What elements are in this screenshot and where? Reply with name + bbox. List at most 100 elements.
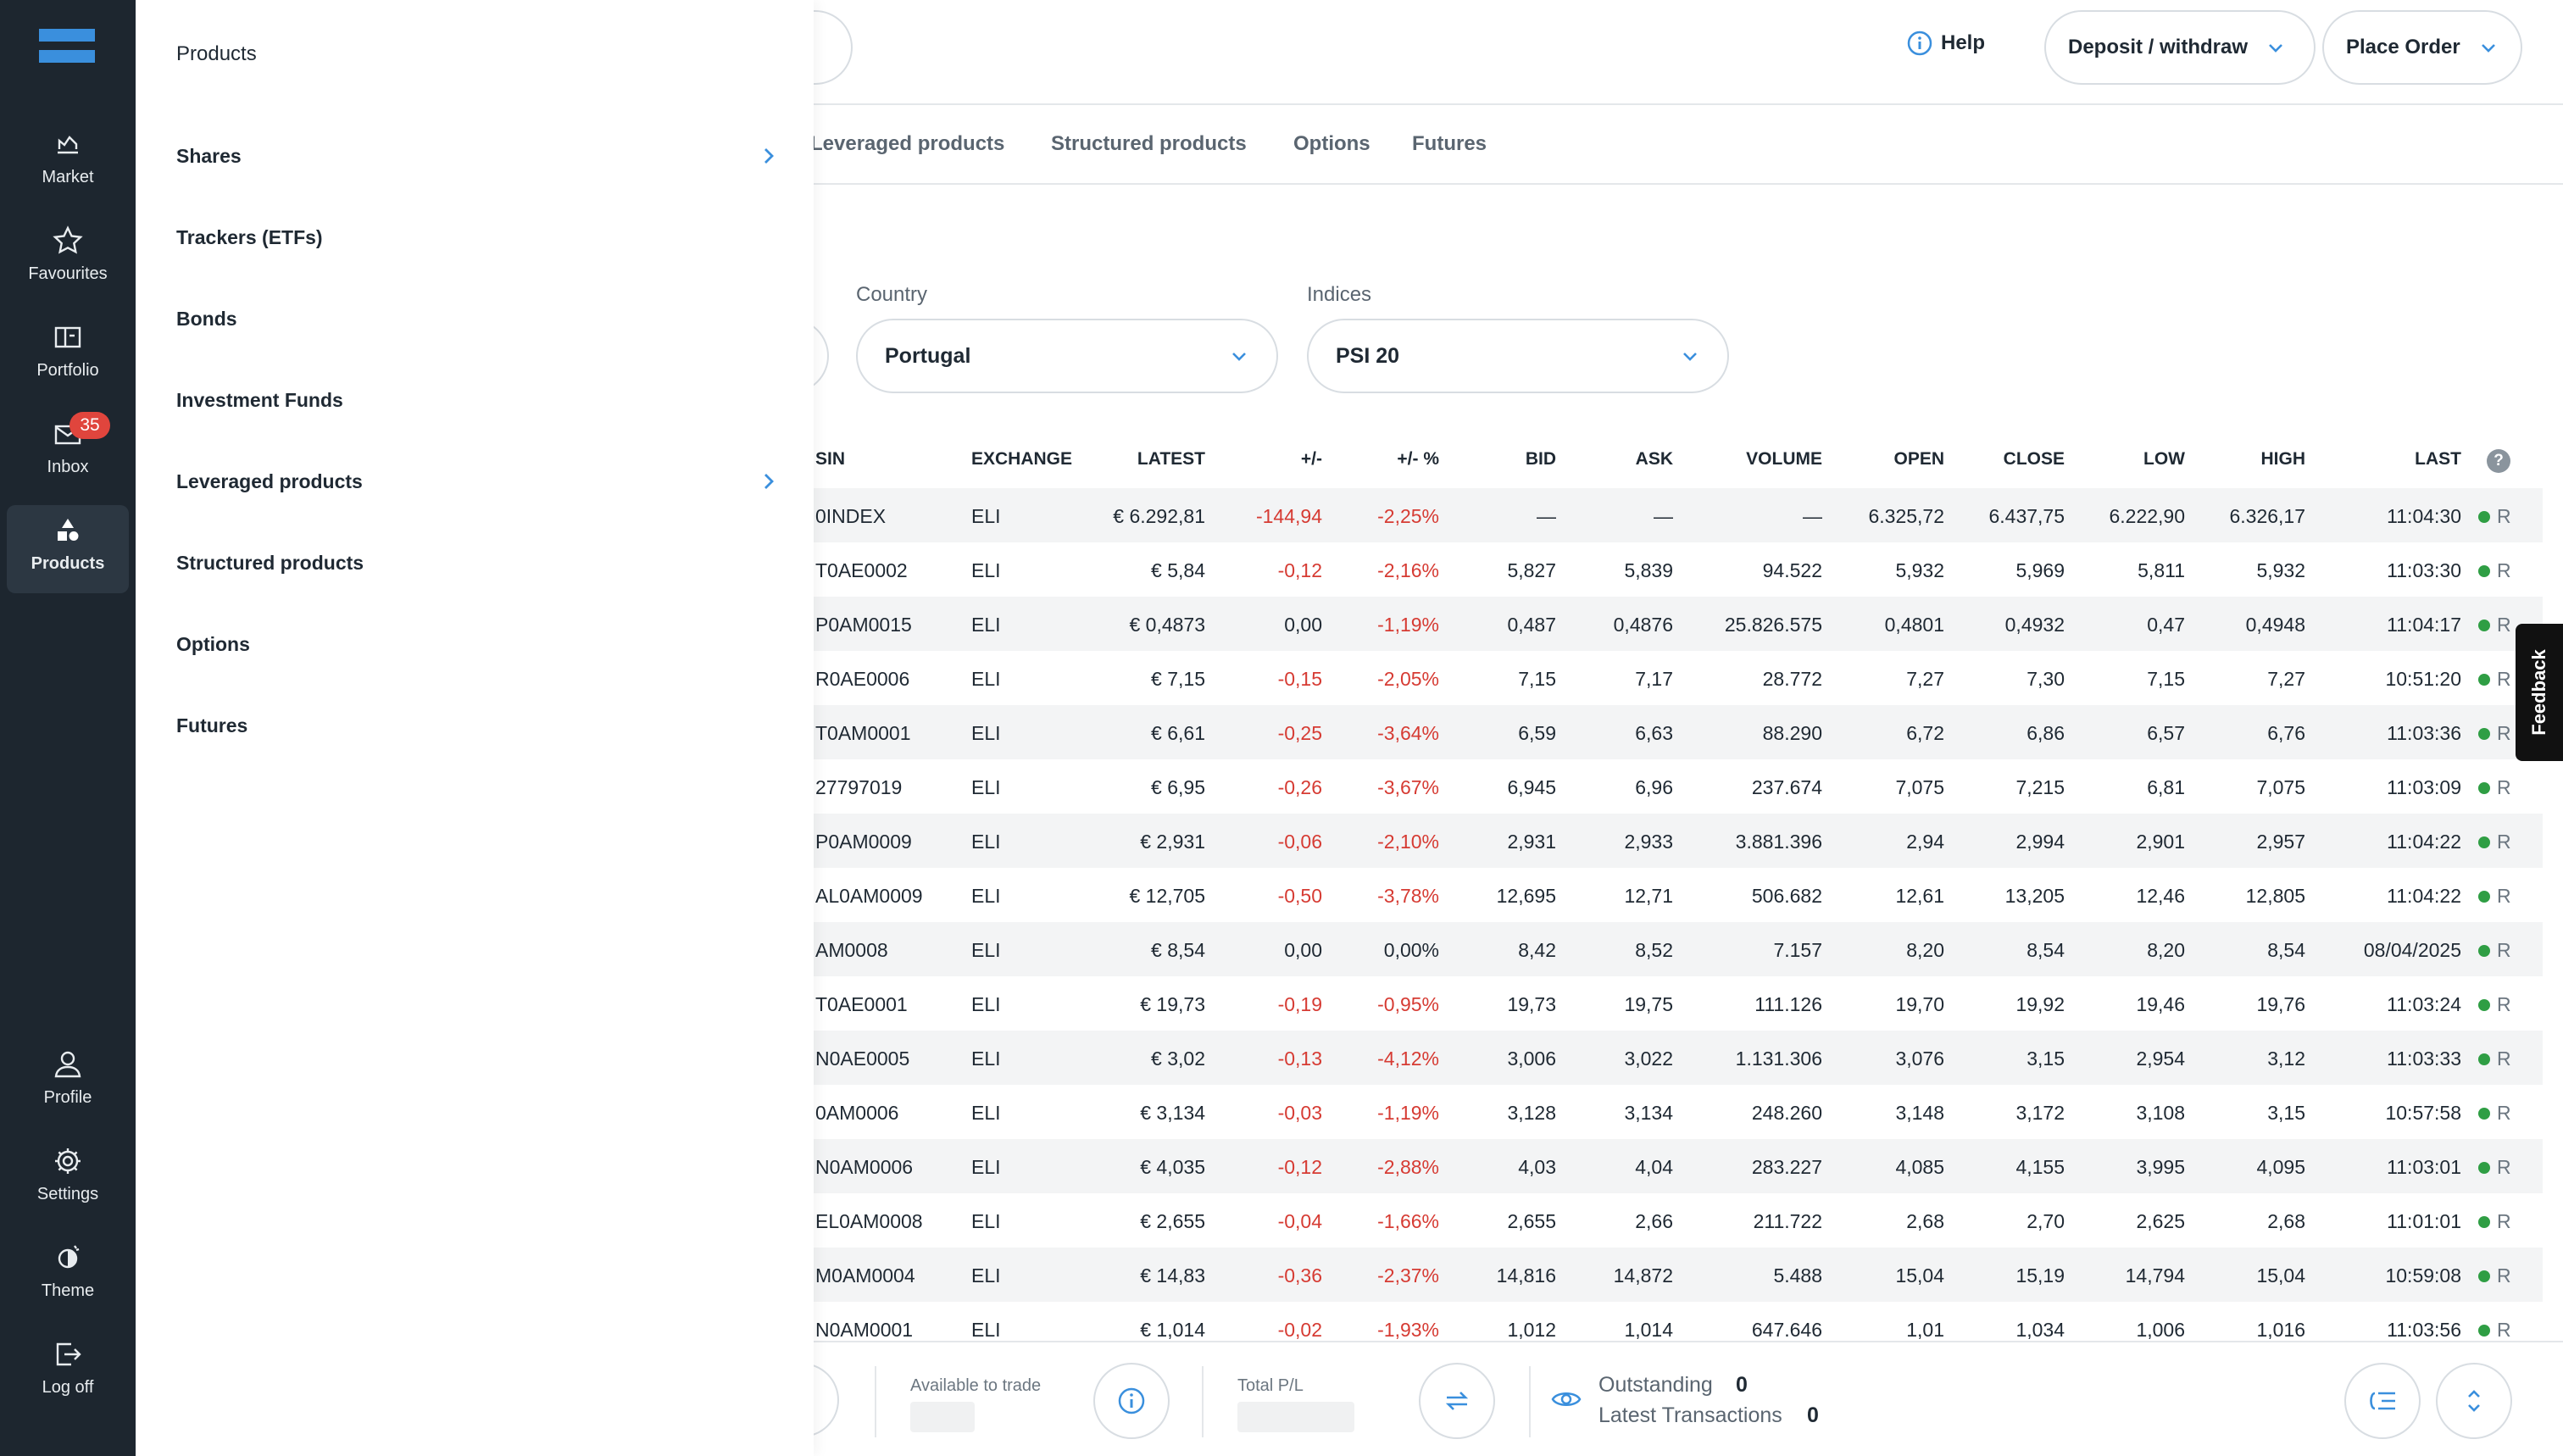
products-menu-item-leveraged-products[interactable]: Leveraged products [176, 456, 780, 507]
available-info-button[interactable] [1093, 1363, 1170, 1439]
table-cell-exchange: ELI [971, 993, 1001, 1015]
table-cell-sin: N0AE0005 [815, 1048, 910, 1070]
table-cell-close: 4,155 [2015, 1156, 2065, 1178]
tab-futures[interactable]: Futures [1412, 132, 1487, 155]
table-cell-: -0,13 [1277, 1048, 1322, 1070]
table-row[interactable]: T0AE0002 ELI € 5,84 -0,12 -2,16% 5,827 5,839 94… [0, 542, 2543, 597]
realtime-label: R [2497, 614, 2511, 636]
rail-item-products[interactable]: Products [7, 505, 129, 593]
table-cell-: -0,50 [1277, 885, 1322, 907]
table-row[interactable]: N0AM0001 ELI € 1,014 -0,02 -1,93% 1,012 1,014 6… [0, 1302, 2543, 1356]
question-icon[interactable]: ? [2487, 449, 2510, 473]
live-dot-icon [2478, 619, 2490, 631]
table-cell-sin: AL0AM0009 [815, 885, 923, 907]
table-cell-last: 11:04:22 [2387, 831, 2461, 853]
star-icon [53, 225, 83, 254]
table-row[interactable]: AL0AM0009 ELI € 12,705 -0,50 -3,78% 12,695 12,… [0, 868, 2543, 922]
table-cell-ask: 5,839 [1624, 559, 1673, 581]
column-header[interactable]: SIN [815, 449, 846, 469]
column-header[interactable]: OPEN [1893, 449, 1944, 469]
rail-item-settings[interactable]: Settings [7, 1141, 129, 1229]
table-cell-last: 11:03:09 [2387, 776, 2461, 798]
tab-leveraged-products[interactable]: Leveraged products [810, 132, 1005, 155]
products-menu-item-shares[interactable]: Shares [176, 131, 780, 181]
table-cell-volume: 248.260 [1751, 1102, 1822, 1124]
column-header[interactable]: +/- % [1397, 449, 1439, 469]
deposit-withdraw-button[interactable]: Deposit / withdraw [2044, 10, 2316, 85]
column-header[interactable]: +/- [1300, 449, 1322, 469]
expand-button[interactable] [2436, 1363, 2512, 1439]
realtime-indicator: R [2478, 1264, 2511, 1287]
table-cell-low: 8,20 [2147, 939, 2185, 961]
latest-transactions-value: 0 [1807, 1403, 1819, 1427]
rail-item-log-off[interactable]: Log off [7, 1334, 129, 1422]
order-list-button[interactable] [2344, 1363, 2421, 1439]
tab-structured-products[interactable]: Structured products [1051, 132, 1247, 155]
table-cell-high: 1,016 [2256, 1319, 2305, 1341]
table-row[interactable]: R0AE0006 ELI € 7,15 -0,15 -2,05% 7,15 7,17 28.7… [0, 651, 2543, 705]
column-header[interactable]: VOLUME [1746, 449, 1822, 469]
indices-select[interactable]: PSI 20 [1307, 319, 1729, 393]
rail-item-theme[interactable]: Theme [7, 1237, 129, 1325]
table-cell-sin: 0INDEX [815, 505, 887, 527]
column-header[interactable]: EXCHANGE [971, 449, 1073, 469]
menu-logo-icon[interactable] [39, 29, 95, 64]
help-link[interactable]: Help [1907, 31, 1985, 56]
products-menu-item-bonds[interactable]: Bonds [176, 293, 780, 344]
table-cell-bid: 8,42 [1518, 939, 1556, 961]
left-rail: Market Favourites Portfolio Inbox 35 Products… [0, 0, 136, 1456]
country-select[interactable]: Portugal [856, 319, 1278, 393]
table-cell-low: 2,954 [2136, 1048, 2185, 1070]
table-cell-bid: 6,945 [1507, 776, 1556, 798]
products-menu-item-futures[interactable]: Futures [176, 700, 780, 751]
table-row[interactable]: 27797019 ELI € 6,95 -0,26 -3,67% 6,945 6,96 237… [0, 759, 2543, 814]
rail-item-market[interactable]: Market [7, 124, 129, 212]
latest-transactions-label: Latest Transactions [1598, 1403, 1782, 1427]
table-cell-low: 3,108 [2136, 1102, 2185, 1124]
products-menu-item-trackers-etfs[interactable]: Trackers (ETFs) [176, 212, 780, 263]
table-cell-close: 2,70 [2026, 1210, 2065, 1232]
column-header[interactable]: LAST [2415, 449, 2461, 469]
products-menu-item-options[interactable]: Options [176, 619, 780, 670]
table-cell-open: 15,04 [1895, 1264, 1944, 1287]
table-cell-exchange: ELI [971, 505, 1001, 527]
table-cell-high: 12,805 [2245, 885, 2305, 907]
table-cell-sin: AM0008 [815, 939, 888, 961]
rail-item-inbox[interactable]: Inbox 35 [7, 412, 129, 502]
swap-button[interactable] [1419, 1363, 1495, 1439]
realtime-indicator: R [2478, 1048, 2511, 1070]
divider [1529, 1366, 1531, 1437]
column-header[interactable]: LATEST [1137, 449, 1205, 469]
column-header[interactable]: BID [1525, 449, 1556, 469]
realtime-label: R [2497, 1210, 2511, 1232]
table-cell-: -0,03 [1277, 1102, 1322, 1124]
table-row[interactable]: T0AE0001 ELI € 19,73 -0,19 -0,95% 19,73 19,75 1… [0, 976, 2543, 1031]
products-menu-item-structured-products[interactable]: Structured products [176, 537, 780, 588]
table-cell-low: 14,794 [2125, 1264, 2185, 1287]
rail-item-portfolio[interactable]: Portfolio [7, 317, 129, 405]
table-cell-last: 11:03:24 [2387, 993, 2461, 1015]
column-header[interactable]: CLOSE [2003, 449, 2065, 469]
column-header[interactable]: HIGH [2260, 449, 2306, 469]
menu-item-label: Trackers (ETFs) [176, 225, 323, 248]
rail-item-label: Inbox [47, 458, 89, 476]
tab-options[interactable]: Options [1293, 132, 1370, 155]
feedback-tab[interactable]: Feedback [2516, 624, 2563, 761]
menu-item-label: Structured products [176, 551, 364, 574]
column-header[interactable]: ASK [1635, 449, 1673, 469]
column-header[interactable]: LOW [2143, 449, 2185, 469]
place-order-button[interactable]: Place Order [2322, 10, 2522, 85]
table-cell-exchange: ELI [971, 614, 1001, 636]
realtime-label: R [2497, 505, 2511, 527]
table-row[interactable]: EL0AM0008 ELI € 2,655 -0,04 -1,66% 2,655 2,66 2… [0, 1193, 2543, 1248]
rail-item-favourites[interactable]: Favourites [7, 220, 129, 308]
table-cell-latest: € 3,02 [1151, 1048, 1205, 1070]
table-cell-ask: 7,17 [1635, 668, 1673, 690]
eye-icon[interactable] [1551, 1387, 1582, 1412]
table-row[interactable]: 0AM0006 ELI € 3,134 -0,03 -1,19% 3,128 3,134 24… [0, 1085, 2543, 1139]
realtime-label: R [2497, 722, 2511, 744]
table-cell-high: 6,76 [2267, 722, 2305, 744]
table-cell-: -1,93% [1377, 1319, 1439, 1341]
products-menu-item-investment-funds[interactable]: Investment Funds [176, 375, 780, 425]
rail-item-profile[interactable]: Profile [7, 1044, 129, 1132]
